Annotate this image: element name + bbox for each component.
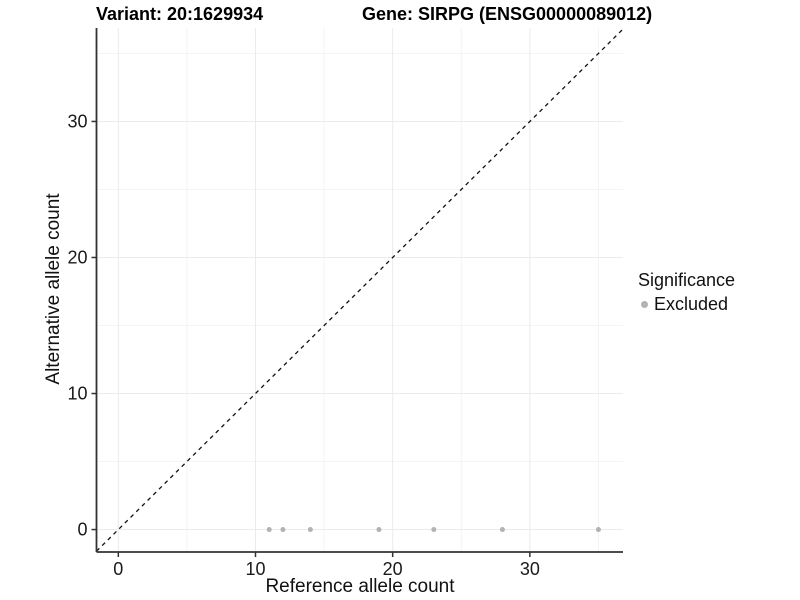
data-point <box>307 527 313 533</box>
legend-point-icon <box>641 301 648 308</box>
data-point <box>431 527 437 533</box>
legend: Significance Excluded <box>638 270 735 315</box>
data-point <box>266 527 272 533</box>
x-tick-label: 30 <box>520 559 540 579</box>
y-tick-label: 20 <box>67 247 87 267</box>
identity-dashed-line <box>96 28 624 552</box>
legend-title: Significance <box>638 270 736 290</box>
legend-item-excluded: Excluded <box>638 294 735 315</box>
legend-item-label: Excluded <box>654 294 729 314</box>
x-axis-title: Reference allele count <box>265 576 455 597</box>
y-tick-label: 30 <box>67 111 87 131</box>
data-point <box>595 527 601 533</box>
data-point <box>280 527 286 533</box>
plot-title-variant: Variant: 20:1629934 <box>96 4 264 24</box>
plot-title-gene: Gene: SIRPG (ENSG00000089012) <box>362 4 653 24</box>
x-tick-label: 10 <box>245 559 265 579</box>
data-point <box>499 527 505 533</box>
x-tick-label: 20 <box>383 559 403 579</box>
x-tick-label: 0 <box>113 559 123 579</box>
y-tick-label: 10 <box>67 384 87 404</box>
y-axis-title: Alternative allele count <box>43 193 64 385</box>
y-tick-label: 0 <box>77 520 87 540</box>
data-point <box>376 527 382 533</box>
